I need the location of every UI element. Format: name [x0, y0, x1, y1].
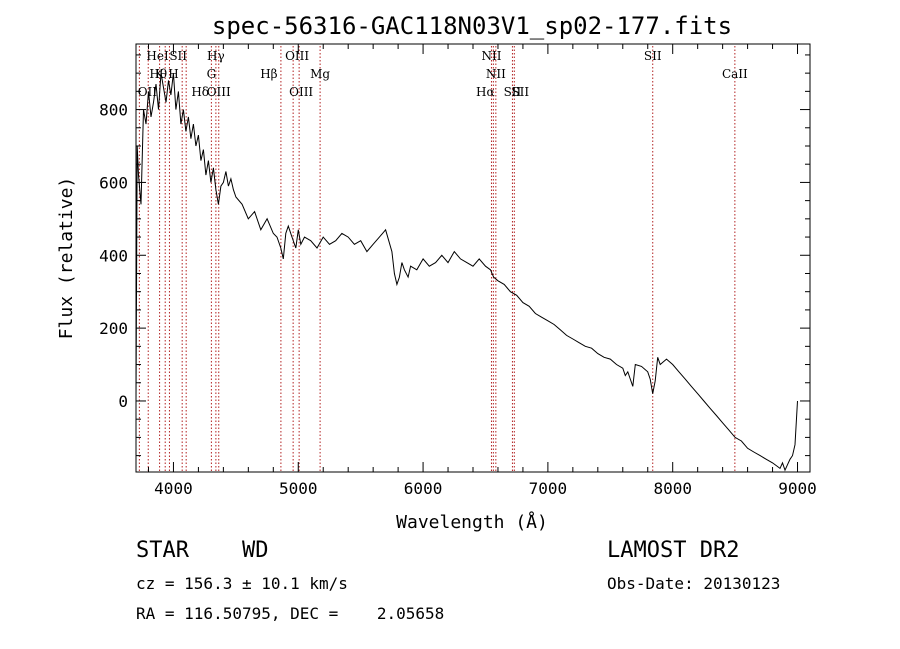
y-tick-label: 0 — [118, 392, 128, 411]
y-tick-label: 400 — [99, 246, 128, 265]
y-tick-label: 600 — [99, 173, 128, 192]
object-subclass: WD — [242, 538, 269, 563]
spectral-line-labels: OIIHθHeIKSIIHHδHγGOIIIHβOIIIOIIIMgNIINII… — [138, 49, 748, 99]
spectral-line-label: OIII — [289, 85, 313, 99]
x-tick-label: 8000 — [653, 479, 692, 498]
spectral-line-label: SII — [169, 49, 187, 63]
spectral-line-label: HeI — [146, 49, 169, 63]
spectral-line-label: K — [155, 67, 165, 81]
spectral-line-label: Hδ — [191, 85, 209, 99]
spectrum-line — [135, 73, 798, 472]
plot-frame — [135, 43, 811, 473]
y-tick-label: 800 — [99, 101, 128, 120]
y-axis: 0 200 400 600 800 — [99, 54, 810, 457]
ra-dec: RA = 116.50795, DEC = 2.05658 — [136, 604, 445, 623]
spectral-line-label: Hβ — [260, 67, 277, 81]
spectral-line-markers — [138, 46, 736, 472]
spectral-line-label: SII — [511, 85, 529, 99]
spectral-line-label: Hγ — [207, 49, 225, 63]
redshift-cz: cz = 156.3 ± 10.1 km/s — [136, 574, 348, 593]
x-tick-label: 6000 — [404, 479, 443, 498]
survey-name: LAMOST DR2 — [607, 538, 740, 563]
observation-date: Obs-Date: 20130123 — [607, 574, 781, 593]
spectral-line-label: Hθ — [149, 67, 167, 81]
x-tick-label: 7000 — [529, 479, 568, 498]
spectral-line-label: Mg — [310, 67, 330, 81]
x-tick-label: 4000 — [154, 479, 193, 498]
y-tick-label: 200 — [99, 319, 128, 338]
spectral-line-label: SII — [644, 49, 662, 63]
spectral-line-label: Hα — [476, 85, 495, 99]
object-class: STAR — [136, 538, 189, 563]
spectral-line-label: OIII — [285, 49, 309, 63]
spectral-line-label: G — [207, 67, 217, 81]
spectral-line-label: NII — [486, 67, 506, 81]
spectral-line-label: SII — [504, 85, 522, 99]
chart-title: spec-56316-GAC118N03V1_sp02-177.fits — [212, 12, 732, 40]
x-axis-label: Wavelength (Å) — [396, 511, 548, 533]
spectral-line-label: NII — [481, 49, 501, 63]
spectral-line-label: OII — [138, 85, 158, 99]
y-axis-label: Flux (relative) — [56, 177, 77, 340]
x-tick-label: 5000 — [279, 479, 318, 498]
spectral-line-label: OIII — [207, 85, 231, 99]
x-axis: 4000 5000 6000 7000 8000 9000 — [147, 44, 817, 498]
x-tick-label: 9000 — [778, 479, 817, 498]
spectral-line-label: CaII — [722, 67, 748, 81]
